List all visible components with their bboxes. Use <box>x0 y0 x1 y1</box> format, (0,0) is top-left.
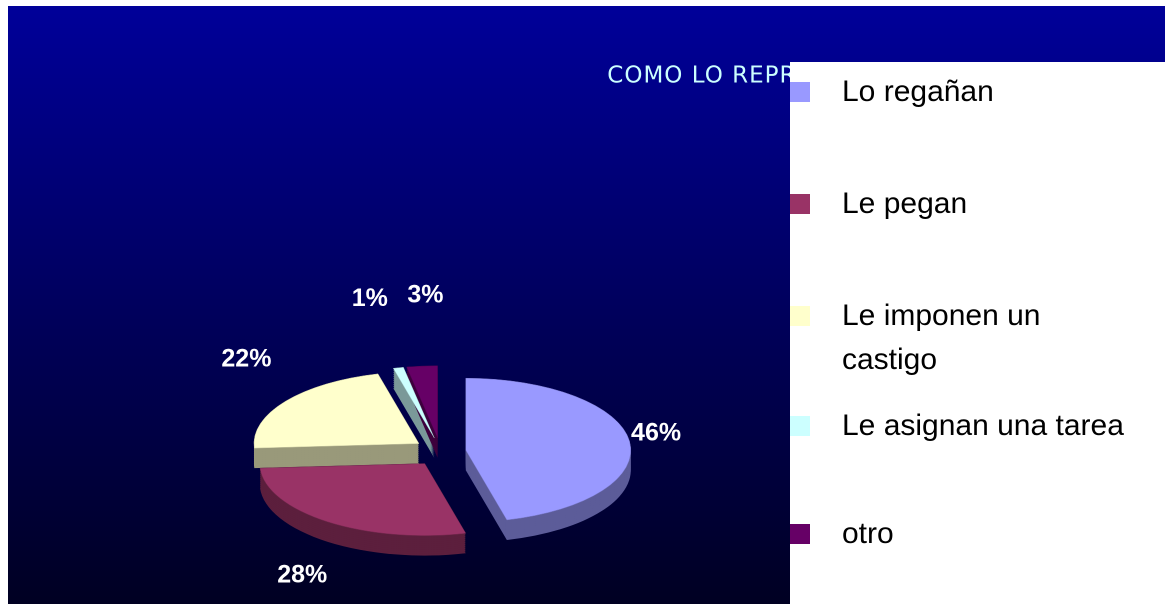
legend-item: Lo regañan <box>790 70 1132 114</box>
slice <box>406 365 438 438</box>
slice-side <box>393 383 435 455</box>
slice <box>253 373 420 449</box>
legend-swatch <box>790 524 810 544</box>
legend-label: otro <box>842 517 894 550</box>
legend-item: Le pegan <box>790 182 1132 226</box>
legend-label: Le asignan una tarea <box>842 409 1124 442</box>
data-label: 46% <box>631 419 681 447</box>
slice <box>465 377 631 521</box>
legend-swatch <box>790 416 810 436</box>
legend-label: Lo regañan <box>842 75 994 108</box>
legend-label: Le pegan <box>842 187 968 220</box>
data-label: 22% <box>221 345 271 373</box>
data-label: 3% <box>407 281 443 309</box>
legend: Lo regañan Le pegan Le imponen un castigo L… <box>790 62 1173 608</box>
legend-item: Le imponen un castigo <box>790 294 1132 382</box>
slice-side <box>393 381 435 453</box>
slice-side <box>393 387 435 459</box>
slice-side <box>393 377 435 449</box>
pie <box>253 365 631 556</box>
data-label: 28% <box>277 561 327 589</box>
legend-item: Le asignan una tarea <box>790 404 1132 448</box>
slice-side <box>393 379 435 451</box>
legend-swatch <box>790 306 810 326</box>
slice-side <box>393 385 435 457</box>
legend-swatch <box>790 82 810 102</box>
legend-item: otro <box>790 512 1132 556</box>
slice <box>392 367 435 439</box>
slice <box>259 463 467 536</box>
slice-side <box>393 375 435 447</box>
legend-swatch <box>790 194 810 214</box>
legend-label: Le imponen un castigo <box>842 299 1041 376</box>
data-label: 1% <box>352 284 388 312</box>
